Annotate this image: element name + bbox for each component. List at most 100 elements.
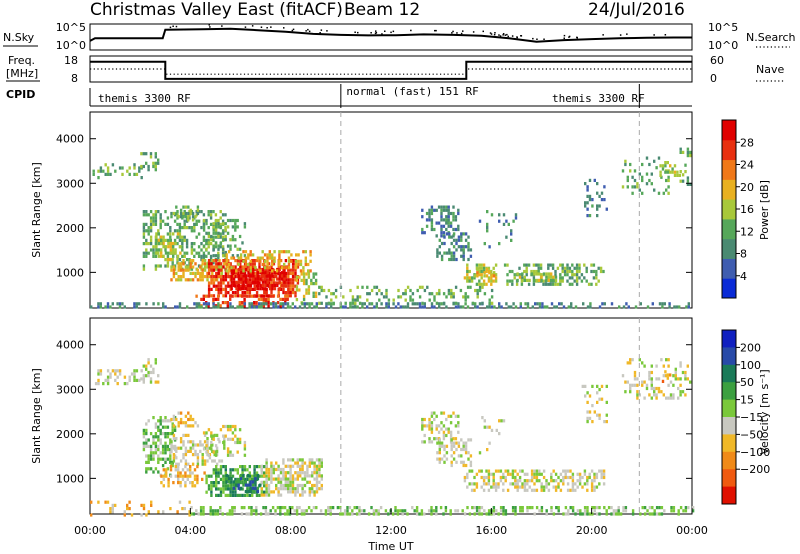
heatmap-cell: [595, 506, 599, 510]
heatmap-cell: [176, 235, 179, 239]
heatmap-cell: [672, 506, 676, 510]
heatmap-cell: [438, 251, 441, 255]
heatmap-cell: [303, 302, 306, 306]
heatmap-cell: [306, 302, 309, 306]
heatmap-cell: [506, 488, 510, 492]
heatmap-cell: [191, 218, 195, 222]
nsky-dot: [434, 29, 436, 32]
heatmap-cell: [202, 222, 206, 226]
heatmap-cell: [450, 254, 453, 258]
heatmap-cell: [287, 464, 290, 468]
heatmap-cell: [145, 254, 148, 258]
heatmap-cell: [605, 420, 608, 424]
heatmap-cell: [244, 483, 248, 487]
heatmap-cell: [665, 374, 668, 378]
heatmap-cell: [648, 374, 651, 378]
heatmap-cell: [454, 437, 458, 441]
heatmap-cell: [152, 416, 155, 420]
heatmap-cell: [452, 238, 456, 242]
heatmap-cell: [140, 152, 143, 156]
heatmap-cell: [532, 282, 536, 286]
heatmap-cell: [152, 367, 155, 371]
heatmap-cell: [624, 159, 627, 163]
heatmap-cell: [428, 427, 431, 431]
heatmap-cell: [511, 482, 515, 486]
heatmap-cell: [439, 506, 443, 510]
heatmap-cell: [154, 213, 158, 217]
heatmap-cell: [583, 482, 587, 486]
heatmap-cell: [172, 211, 176, 216]
heatmap-cell: [277, 265, 280, 269]
heatmap-cell: [222, 287, 225, 291]
heatmap-cell: [210, 493, 213, 497]
heatmap-cell: [242, 277, 245, 281]
heatmap-cell: [585, 279, 588, 283]
heatmap-cell: [355, 506, 359, 510]
heatmap-cell: [530, 269, 533, 274]
heatmap-cell: [454, 301, 458, 305]
heatmap-cell: [440, 444, 444, 448]
heatmap-cell: [675, 305, 678, 309]
heatmap-cell: [169, 468, 173, 472]
heatmap-cell: [212, 468, 215, 472]
heatmap-cell: [247, 287, 250, 291]
heatmap-cell: [266, 266, 269, 270]
heatmap-cell: [278, 250, 281, 254]
cpid-segment-3: themis 3300 RF: [552, 92, 645, 105]
heatmap-cell: [172, 459, 176, 463]
heatmap-cell: [631, 383, 634, 387]
heatmap-cell: [629, 169, 632, 173]
heatmap-cell: [114, 503, 117, 507]
heatmap-cell: [150, 500, 153, 504]
heatmap-cell: [265, 490, 268, 494]
heatmap-cell: [278, 262, 281, 267]
heatmap-cell: [99, 169, 103, 173]
heatmap-cell: [217, 247, 220, 251]
heatmap-cell: [172, 254, 175, 258]
heatmap-cell: [523, 278, 526, 282]
heatmap-cell: [464, 245, 468, 249]
heatmap-cell: [157, 158, 160, 162]
heatmap-cell: [170, 417, 173, 422]
heatmap-cell: [538, 472, 541, 476]
heatmap-cell: [502, 482, 505, 486]
heatmap-cell: [366, 285, 369, 289]
heatmap-cell: [499, 479, 503, 483]
heatmap-cell: [226, 304, 229, 308]
heatmap-cell: [208, 446, 212, 450]
heatmap-cell: [164, 457, 167, 461]
heatmap-cell: [190, 506, 193, 510]
heatmap-cell: [157, 444, 160, 448]
heatmap-cell: [457, 208, 460, 212]
heatmap-cell: [284, 271, 288, 275]
heatmap-cell: [258, 474, 261, 478]
heatmap-cell: [193, 226, 196, 230]
heatmap-cell: [514, 305, 518, 309]
heatmap-cell: [248, 477, 251, 481]
heatmap-cell: [261, 250, 264, 254]
heatmap-cell: [314, 291, 318, 295]
heatmap-cell: [575, 273, 579, 277]
heatmap-cell: [142, 232, 146, 236]
heatmap-cell: [149, 235, 153, 239]
heatmap-cell: [219, 232, 222, 236]
heatmap-cell: [487, 472, 491, 476]
heatmap-cell: [154, 168, 157, 172]
heatmap-cell: [249, 283, 253, 288]
heatmap-cell: [224, 493, 227, 497]
heatmap-cell: [645, 172, 649, 176]
heatmap-cell: [249, 259, 252, 263]
heatmap-cell: [203, 265, 207, 269]
heatmap-cell: [650, 364, 653, 368]
heatmap-cell: [263, 490, 266, 494]
nsky-dot: [370, 32, 372, 34]
heatmap-cell: [280, 250, 283, 254]
nsky-dot: [502, 34, 504, 36]
heatmap-cell: [526, 305, 530, 309]
heatmap-cell: [173, 238, 177, 242]
heatmap-cell: [256, 280, 260, 284]
heatmap-cell: [224, 275, 228, 279]
heatmap-cell: [455, 238, 458, 242]
heatmap-cell: [349, 301, 352, 305]
heatmap-cell: [147, 510, 150, 514]
